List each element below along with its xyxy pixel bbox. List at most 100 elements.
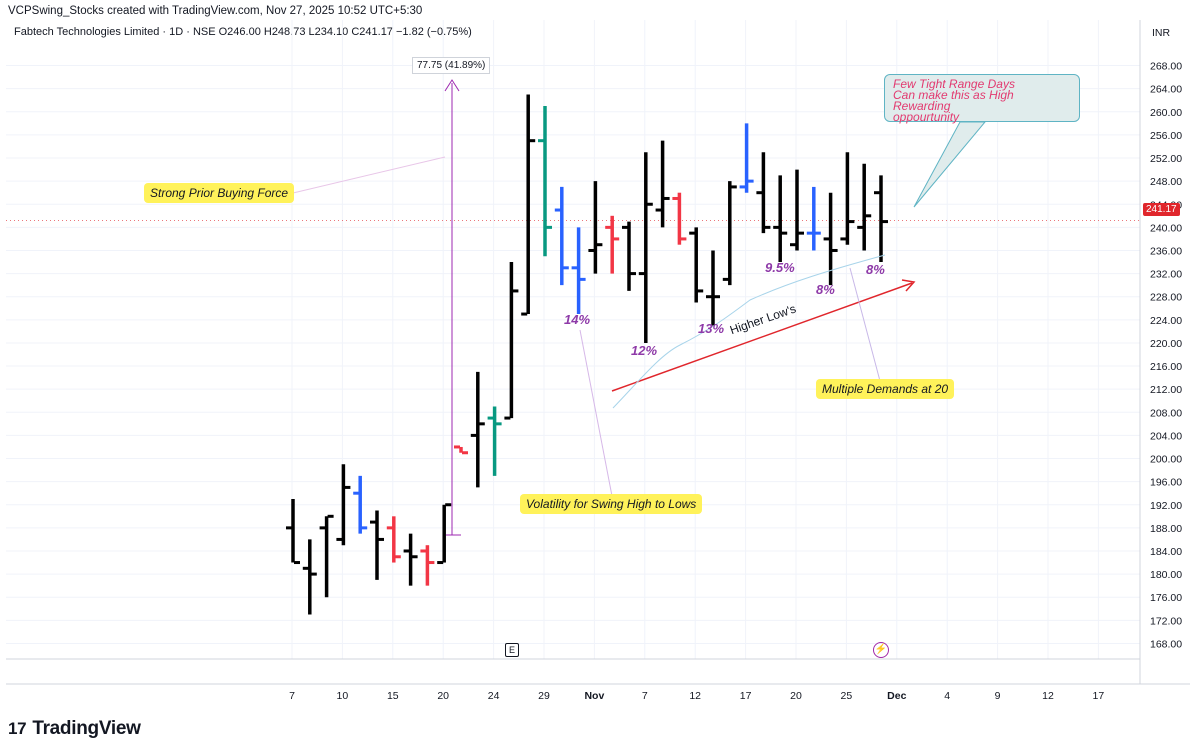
callout-line-3: oppourtunity xyxy=(893,110,960,124)
brand-name: TradingView xyxy=(32,718,141,739)
ohlc-bar[interactable] xyxy=(622,221,636,291)
y-tick-label: 212.00 xyxy=(1150,384,1182,396)
ohlc-bar[interactable] xyxy=(538,106,552,257)
grid xyxy=(6,20,1140,659)
ohlc-bar[interactable] xyxy=(823,192,838,286)
note-volatility: Volatility for Swing High to Lows xyxy=(520,494,703,514)
y-tick-label: 176.00 xyxy=(1150,592,1182,604)
x-tick-label: 7 xyxy=(642,690,648,702)
percent-label: 8% xyxy=(816,282,835,297)
tradingview-brand: 17 TradingView xyxy=(8,718,141,740)
y-axis: 168.00 172.00 176.00 180.00 184.00 188.00 192.… xyxy=(1150,61,1182,651)
ohlc-bar[interactable] xyxy=(504,262,519,420)
ohlc-bar[interactable] xyxy=(286,498,300,565)
ohlc-bar[interactable] xyxy=(470,371,485,488)
ohlc-bar[interactable] xyxy=(722,181,737,286)
ohlc-bar[interactable] xyxy=(454,445,468,455)
ohlc-bar[interactable] xyxy=(638,152,653,343)
ohlc-bar[interactable] xyxy=(655,140,670,228)
callout-line-1: Few Tight Range Days xyxy=(893,77,1015,91)
x-tick-label: 17 xyxy=(1093,690,1105,702)
strong-prior-leader xyxy=(292,156,446,194)
x-tick-label: 20 xyxy=(790,690,802,702)
ohlc-bar[interactable] xyxy=(554,186,569,286)
higher-lows-trendline xyxy=(611,282,913,392)
x-axis: 7 10 15 20 24 29 Nov 7 12 17 20 25 Dec 4 9 12 17 xyxy=(289,690,1104,702)
last-price-tag: 241.17 xyxy=(1143,203,1180,216)
percent-label: 8% xyxy=(866,262,885,277)
ohlc-bar[interactable] xyxy=(706,250,720,326)
x-tick-label: 25 xyxy=(841,690,853,702)
ohlc-bar[interactable] xyxy=(302,539,317,615)
y-tick-label: 264.00 xyxy=(1150,84,1182,96)
percent-label: 13% xyxy=(698,321,725,336)
x-tick-label: 24 xyxy=(488,690,500,702)
earnings-marker[interactable]: E xyxy=(505,643,519,657)
ohlc-bar[interactable] xyxy=(353,475,368,534)
x-tick-label: 12 xyxy=(1042,690,1054,702)
ohlc-bar[interactable] xyxy=(319,514,334,598)
ohlc-bar[interactable] xyxy=(840,152,855,245)
y-tick-label: 240.00 xyxy=(1150,222,1182,234)
flash-marker[interactable]: ⚡ xyxy=(873,642,889,658)
tradingview-logo-icon: 17 xyxy=(8,719,27,738)
chart-credit: VCPSwing_Stocks created with TradingView… xyxy=(8,5,423,17)
demands-leader xyxy=(849,267,881,382)
y-tick-label: 208.00 xyxy=(1150,407,1182,419)
y-tick-label: 232.00 xyxy=(1150,269,1182,281)
ohlc-bar[interactable] xyxy=(605,215,620,274)
percent-label: 12% xyxy=(631,343,658,358)
y-tick-label: 260.00 xyxy=(1150,107,1182,119)
note-strong-prior: Strong Prior Buying Force xyxy=(144,183,295,203)
ohlc-bar[interactable] xyxy=(689,227,704,303)
measure-label: 77.75 (41.89%) xyxy=(412,57,491,74)
ohlc-bar[interactable] xyxy=(571,227,586,315)
ohlc-bar[interactable] xyxy=(437,503,452,565)
ohlc-bar[interactable] xyxy=(739,123,754,193)
y-tick-label: 224.00 xyxy=(1150,315,1182,327)
callout-tight-range: Few Tight Range Days Can make this as Hi… xyxy=(884,74,1080,124)
y-tick-label: 196.00 xyxy=(1150,477,1182,489)
ohlc-bar[interactable] xyxy=(857,163,872,251)
callout-line-2: Can make this as High Rewarding xyxy=(893,88,1014,113)
percent-label: 9.5% xyxy=(765,260,795,275)
ohlc-bar[interactable] xyxy=(756,152,771,234)
y-tick-label: 168.00 xyxy=(1150,638,1182,650)
ohlc-bar[interactable] xyxy=(403,533,418,586)
price-bars xyxy=(286,94,888,615)
callout-pointer xyxy=(913,121,987,208)
percent-label: 14% xyxy=(564,312,591,327)
y-tick-label: 268.00 xyxy=(1150,61,1182,73)
x-tick-label: 29 xyxy=(538,690,550,702)
y-tick-label: 184.00 xyxy=(1150,546,1182,558)
y-tick-label: 180.00 xyxy=(1150,569,1182,581)
y-tick-label: 248.00 xyxy=(1150,176,1182,188)
y-tick-label: 216.00 xyxy=(1150,361,1182,373)
ohlc-bar[interactable] xyxy=(370,510,384,580)
trendline-arrowhead xyxy=(901,279,916,292)
y-tick-label: 200.00 xyxy=(1150,454,1182,466)
x-tick-label: 20 xyxy=(437,690,449,702)
ohlc-bar[interactable] xyxy=(874,175,888,263)
ohlc-bar[interactable] xyxy=(773,175,788,263)
ohlc-bar[interactable] xyxy=(806,186,821,251)
y-tick-label: 220.00 xyxy=(1150,338,1182,350)
ohlc-bar[interactable] xyxy=(588,181,603,274)
x-tick-label: 12 xyxy=(689,690,701,702)
support-curve xyxy=(612,254,886,409)
x-tick-label: 7 xyxy=(289,690,295,702)
ohlc-bar[interactable] xyxy=(487,406,502,476)
ohlc-bar[interactable] xyxy=(386,516,401,563)
ohlc-bar[interactable] xyxy=(420,545,435,586)
y-tick-label: 236.00 xyxy=(1150,245,1182,257)
ohlc-bar[interactable] xyxy=(672,192,687,245)
x-tick-label: 9 xyxy=(995,690,1001,702)
x-tick-label: 17 xyxy=(740,690,752,702)
x-tick-label: 10 xyxy=(337,690,349,702)
ohlc-bar[interactable] xyxy=(790,169,804,251)
ohlc-bar[interactable] xyxy=(336,464,351,546)
ohlc-bar[interactable] xyxy=(521,94,536,316)
y-tick-label: 252.00 xyxy=(1150,153,1182,165)
y-tick-label: 172.00 xyxy=(1150,615,1182,627)
